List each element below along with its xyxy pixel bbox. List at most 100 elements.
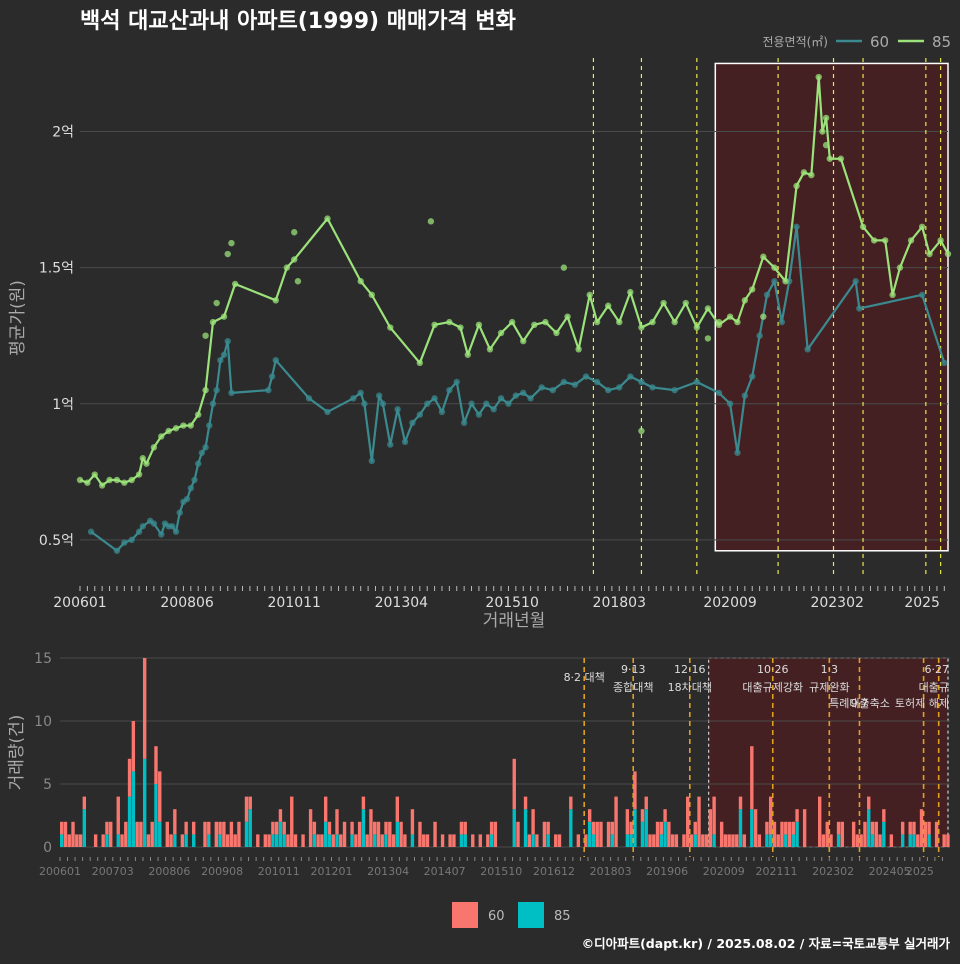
volume-bar-60: [463, 821, 467, 835]
volume-panel: 0 5 10 15 8·2 대책 9·13 종합대책 12·16 18차대책 10·26 대출규제강…: [7, 651, 950, 878]
series-60-point: [198, 449, 206, 456]
series-60-point: [549, 386, 556, 394]
series-60-point: [265, 386, 272, 394]
series-85-point: [815, 73, 822, 81]
volume-y-axis-label: 거래량(건): [7, 715, 27, 791]
policy-annotation: 1·3: [821, 663, 839, 676]
volume-bar-60: [116, 796, 120, 835]
volume-bar-60: [233, 834, 237, 847]
volume-bar-85: [173, 834, 177, 847]
series-85-point: [859, 223, 867, 230]
series-60-point: [604, 386, 612, 394]
series-85-point: [822, 141, 830, 149]
series-60-point: [749, 373, 756, 380]
volume-bar-60: [180, 834, 185, 847]
policy-annotation: 9·7: [851, 697, 869, 710]
series-60-point: [734, 449, 741, 456]
series-60-point: [538, 384, 545, 391]
volume-bar-60: [829, 834, 833, 847]
volume-bar-85: [218, 834, 222, 847]
volume-bar-85: [912, 834, 916, 847]
series-85-point: [889, 291, 896, 299]
volume-bar-85: [327, 834, 332, 847]
policy-annotation: 대출규제강화: [742, 681, 803, 694]
series-85-point: [128, 476, 135, 484]
volume-bar-60: [663, 809, 667, 822]
series-85-point: [760, 313, 767, 320]
series-85-point: [76, 476, 84, 484]
volume-bar-60: [606, 821, 611, 847]
volume-bar-60: [697, 796, 701, 847]
series-85-point: [180, 422, 187, 429]
volume-bar-60: [350, 821, 354, 835]
volume-bar-60: [312, 821, 317, 835]
volume-bar-60: [595, 821, 599, 847]
volume-bar-60: [750, 746, 754, 810]
volume-bar-60: [772, 821, 777, 847]
volume-bar-60: [757, 834, 762, 847]
volume-bar-60: [923, 821, 927, 847]
volume-bar-60: [335, 809, 339, 835]
series-85-point: [497, 329, 505, 337]
series-60-point: [582, 373, 590, 380]
volume-bar-60: [523, 796, 528, 810]
volume-bar-60: [301, 834, 305, 847]
series-85-point: [693, 324, 701, 331]
volume-bar-60: [614, 796, 618, 847]
volume-bar-60: [93, 834, 98, 847]
series-85-point: [272, 297, 279, 304]
volume-bar-60: [878, 834, 882, 847]
volume-x-tick-label: 201407: [424, 865, 466, 878]
volume-bar-60: [109, 821, 113, 847]
price-x-tick-label: 200601: [53, 595, 106, 611]
series-60-point: [726, 400, 734, 407]
series-60-point: [409, 419, 416, 427]
series-85-point: [224, 250, 231, 258]
volume-bar-60: [207, 821, 211, 835]
volume-bar-60: [131, 721, 136, 772]
series-60-point: [793, 223, 800, 230]
volume-bar-60: [452, 834, 456, 847]
series-60-point: [490, 406, 497, 413]
volume-bar-60: [584, 834, 588, 847]
volume-bar-60: [354, 834, 358, 847]
volume-bar-60: [686, 796, 690, 847]
volume-bar-85: [738, 809, 743, 847]
series-60-point: [324, 408, 331, 416]
volume-bar-60: [882, 809, 886, 822]
volume-bar-60: [787, 821, 792, 847]
volume-bar-60: [912, 821, 916, 835]
volume-bar-60: [410, 809, 415, 835]
volume-bar-60: [704, 834, 709, 847]
volume-bar-60: [659, 821, 664, 835]
volume-bar-60: [674, 834, 679, 847]
policy-annotation: 특례대출축소: [829, 697, 890, 710]
volume-bar-60: [889, 834, 894, 847]
volume-bar-60: [625, 809, 630, 835]
volume-bar-60: [448, 834, 452, 847]
volume-bar-60: [591, 821, 596, 835]
volume-bar-85: [271, 834, 275, 847]
volume-bar-60: [818, 796, 822, 847]
series-85-point: [220, 313, 228, 320]
volume-bar-60: [765, 821, 769, 835]
series-85-point: [387, 324, 394, 331]
volume-bar-60: [776, 834, 780, 847]
volume-bar-85: [633, 809, 637, 847]
series-85-point: [135, 471, 143, 478]
series-85-point: [84, 479, 91, 486]
series-60-point: [228, 389, 235, 397]
series-85-point: [604, 302, 612, 309]
volume-bar-85: [791, 834, 796, 847]
volume-bar-85: [836, 834, 841, 847]
series-85-point: [427, 218, 435, 225]
volume-x-tick-label: 202302: [812, 865, 854, 878]
series-60-point: [453, 378, 460, 386]
series-60-point: [918, 291, 926, 299]
series-85-point: [139, 455, 146, 462]
series-60-point: [220, 351, 228, 358]
volume-bar-85: [248, 809, 252, 847]
volume-bar-60: [840, 821, 845, 847]
series-85-point: [715, 318, 723, 326]
